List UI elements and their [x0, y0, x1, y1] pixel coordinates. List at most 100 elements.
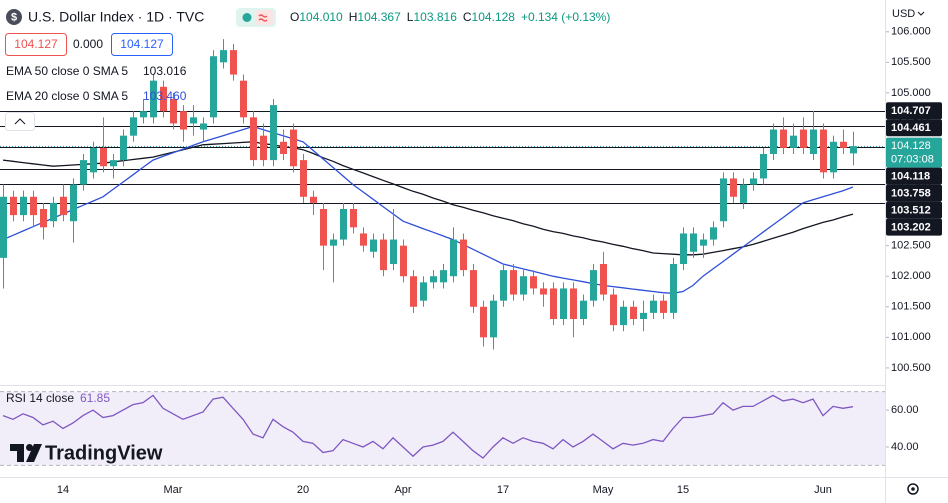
candle-body	[20, 196, 27, 216]
y-tick-label: 102.500	[891, 240, 931, 252]
x-tick-label: 20	[297, 484, 309, 496]
candle-body	[200, 123, 207, 130]
candle-body	[810, 129, 817, 154]
delayed-icon	[258, 14, 268, 22]
candle-body	[110, 160, 117, 167]
y-tick-label: 40.00	[891, 441, 919, 453]
level-label-bg	[886, 119, 942, 137]
last-price-label: 104.128	[891, 140, 931, 152]
settings-center	[911, 487, 915, 491]
candle-body	[520, 276, 527, 295]
candle-body	[430, 276, 437, 283]
candle-body	[100, 147, 107, 167]
candle-body	[60, 196, 67, 216]
candle-body	[580, 300, 587, 319]
candle-body	[160, 86, 167, 112]
candle-body	[680, 233, 687, 264]
rsi-band	[0, 391, 885, 466]
candle-body	[280, 141, 287, 154]
candle-body	[420, 282, 427, 301]
level-label: 104.118	[891, 171, 930, 183]
candle-body	[750, 178, 757, 185]
candle-body	[170, 99, 177, 124]
candle-body	[780, 129, 787, 148]
candle-body	[80, 160, 87, 185]
candle-body	[730, 178, 737, 197]
spread: 0.000	[73, 37, 103, 51]
candle-body	[360, 233, 367, 246]
candle-body	[710, 227, 717, 240]
candle-body	[470, 270, 477, 307]
ohlc-value: 103.816	[413, 10, 457, 24]
candle-body	[340, 209, 347, 240]
candle-body	[300, 160, 307, 197]
ema-line	[2, 125, 854, 294]
level-label-bg	[886, 167, 942, 185]
candle-body	[510, 270, 517, 295]
candle-body	[270, 105, 277, 161]
candle-body	[440, 270, 447, 283]
collapse-chevron	[14, 118, 26, 125]
candle-body	[540, 288, 547, 295]
candle-body	[180, 111, 187, 130]
candle-body	[770, 129, 777, 154]
candle-body	[550, 288, 557, 319]
y-tick-label: 102.000	[891, 270, 931, 282]
candle-body	[690, 233, 697, 252]
x-tick-label: Mar	[164, 484, 183, 496]
x-tick-label: 14	[57, 484, 69, 496]
collapse-legend[interactable]	[5, 112, 35, 131]
candle-body	[410, 276, 417, 307]
level-label: 104.707	[891, 105, 931, 117]
symbol-title[interactable]: U.S. Dollar Index · 1D · TVC	[28, 9, 204, 25]
candle-body	[380, 239, 387, 271]
candle-body	[840, 141, 847, 148]
ohlc-label: H	[349, 10, 358, 24]
candle-body	[760, 154, 767, 179]
ohlc-values: O104.010 H104.367 L103.816 C104.128 +0.134 (…	[290, 10, 610, 24]
candle-body	[530, 276, 537, 289]
candle-body	[400, 245, 407, 277]
y-tick-label: 101.000	[891, 331, 931, 343]
level-label: 103.512	[891, 205, 931, 217]
candle-body	[480, 306, 487, 338]
sell-button[interactable]	[5, 33, 67, 56]
candle-body	[650, 300, 657, 313]
candle-body	[660, 300, 667, 313]
candle-body	[30, 196, 37, 216]
candle-body	[40, 209, 47, 228]
level-label: 104.461	[891, 122, 931, 134]
buy-button[interactable]	[111, 33, 173, 56]
brand-logo-dot	[26, 444, 33, 451]
candle-body	[800, 129, 807, 148]
level-label-bg	[886, 201, 942, 219]
candle-body	[820, 129, 827, 173]
candle-body	[830, 141, 837, 173]
ohlc-label: L	[407, 10, 414, 24]
x-tick-label: Jun	[814, 484, 832, 496]
y-tick-label: 60.00	[891, 404, 919, 416]
candle-body	[130, 117, 137, 136]
candle-body	[700, 239, 707, 246]
candle-body	[250, 117, 257, 161]
ohlc-value: 104.367	[357, 10, 401, 24]
level-label-bg	[886, 184, 942, 202]
legend-name: EMA 50 close 0 SMA 5	[6, 64, 128, 78]
y-tick-label: 105.000	[891, 87, 931, 99]
brand-logo	[10, 444, 42, 462]
candle-body	[70, 184, 77, 222]
candle-body	[670, 264, 677, 313]
x-tick-label: Apr	[394, 484, 411, 496]
candle-body	[120, 135, 127, 161]
candle-body	[220, 50, 227, 63]
x-tick-label: 17	[497, 484, 509, 496]
y-tick-label: 100.500	[891, 362, 931, 374]
candle-body	[10, 196, 17, 216]
rsi-value: 61.85	[80, 391, 110, 405]
candle-body	[610, 294, 617, 326]
settings-button[interactable]	[907, 483, 919, 495]
currency[interactable]: USD	[892, 8, 915, 20]
level-label: 103.758	[891, 188, 931, 200]
level-label-bg	[886, 218, 942, 236]
candle-body	[190, 117, 197, 124]
